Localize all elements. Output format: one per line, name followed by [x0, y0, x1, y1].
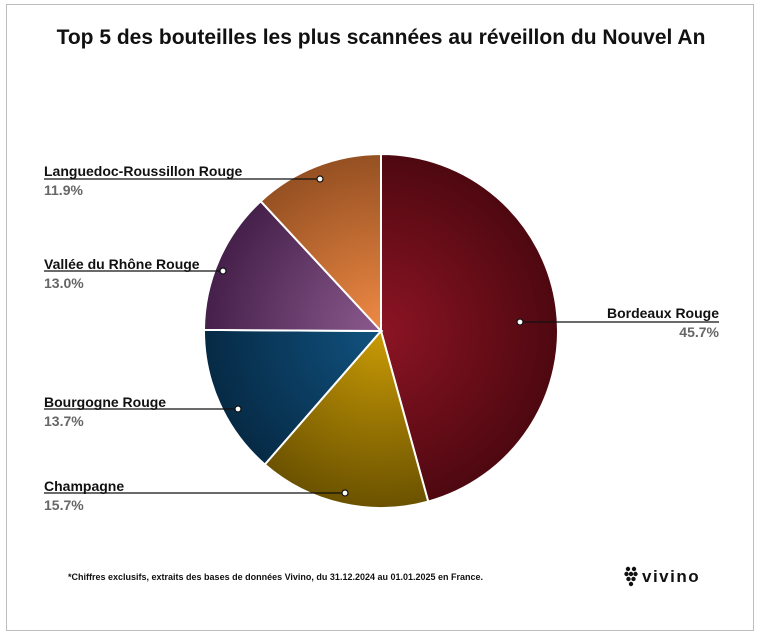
slice-value-bourgogne-rouge: 13.7% — [44, 413, 84, 429]
pie-slice-languedoc-roussillon-rouge — [259, 152, 382, 334]
slice-label-languedoc-roussillon-rouge: Languedoc-Roussillon Rouge — [44, 163, 243, 179]
slice-label-vallee-du-rhone-rouge: Vallée du Rhône Rouge — [44, 256, 200, 272]
slice-label-bourgogne-rouge: Bourgogne Rouge — [44, 394, 166, 410]
slice-value-bordeaux-rouge: 45.7% — [679, 324, 719, 340]
leader-dot-vallee-du-rhone-rouge — [219, 267, 227, 275]
pie-slice-champagne — [263, 328, 430, 509]
leader-dot-champagne — [341, 489, 349, 497]
slice-value-champagne: 15.7% — [44, 497, 84, 513]
slice-value-languedoc-roussillon-rouge: 11.9% — [44, 182, 83, 198]
vivino-logo: vivino — [624, 566, 700, 588]
pie-slice-bourgogne-rouge — [202, 328, 384, 466]
leader-dot-bordeaux-rouge — [516, 318, 524, 326]
slice-value-vallee-du-rhone-rouge: 13.0% — [44, 275, 84, 291]
footnote: *Chiffres exclusifs, extraits des bases … — [68, 572, 484, 582]
brand-name: vivino — [642, 567, 701, 586]
leader-dot-languedoc-roussillon-rouge — [316, 175, 324, 183]
pie-slice-bordeaux-rouge — [380, 152, 559, 503]
slice-label-bordeaux-rouge: Bordeaux Rouge — [607, 305, 719, 321]
leader-dot-bourgogne-rouge — [234, 405, 242, 413]
pie-slice-vallee-du-rhone-rouge — [202, 199, 384, 333]
grape-cluster-icon — [624, 566, 638, 587]
slice-label-champagne: Champagne — [44, 478, 124, 494]
chart-title: Top 5 des bouteilles les plus scannées a… — [56, 26, 706, 49]
